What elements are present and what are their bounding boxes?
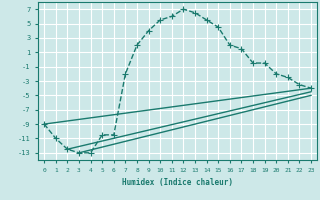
X-axis label: Humidex (Indice chaleur): Humidex (Indice chaleur) [122, 178, 233, 187]
